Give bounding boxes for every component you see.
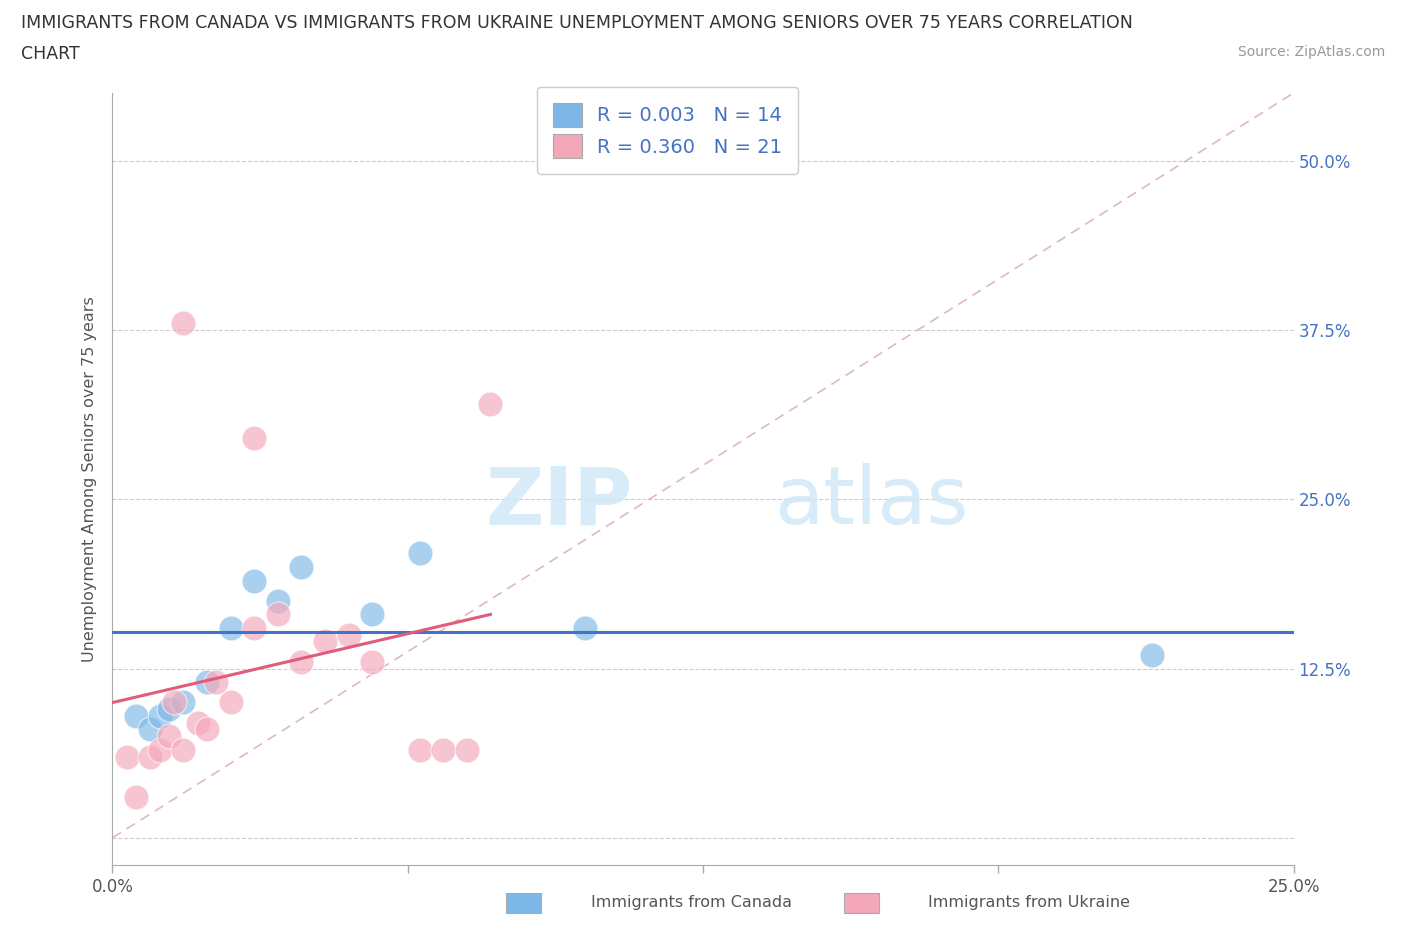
Point — [243, 620, 266, 635]
Point — [186, 715, 208, 730]
Point — [125, 790, 148, 804]
Point — [290, 560, 312, 575]
Point — [243, 431, 266, 445]
Point — [456, 742, 478, 757]
Point — [149, 742, 172, 757]
Y-axis label: Unemployment Among Seniors over 75 years: Unemployment Among Seniors over 75 years — [82, 296, 97, 662]
Point — [125, 709, 148, 724]
Point — [361, 655, 384, 670]
Point — [195, 674, 218, 689]
Legend: R = 0.003   N = 14, R = 0.360   N = 21: R = 0.003 N = 14, R = 0.360 N = 21 — [537, 87, 799, 174]
Point — [479, 397, 502, 412]
Point — [1140, 647, 1163, 662]
Point — [115, 750, 138, 764]
Text: atlas: atlas — [773, 463, 969, 541]
Point — [205, 674, 228, 689]
Point — [139, 750, 162, 764]
Point — [219, 695, 242, 710]
Point — [290, 655, 312, 670]
Text: ZIP: ZIP — [485, 463, 633, 541]
Point — [195, 722, 218, 737]
Text: IMMIGRANTS FROM CANADA VS IMMIGRANTS FROM UKRAINE UNEMPLOYMENT AMONG SENIORS OVE: IMMIGRANTS FROM CANADA VS IMMIGRANTS FRO… — [21, 14, 1133, 32]
Point — [172, 316, 194, 331]
Text: Immigrants from Canada: Immigrants from Canada — [591, 895, 792, 910]
Point — [157, 729, 180, 744]
Point — [139, 722, 162, 737]
Point — [172, 695, 194, 710]
Point — [408, 546, 430, 561]
Point — [219, 620, 242, 635]
Point — [172, 742, 194, 757]
Text: CHART: CHART — [21, 45, 80, 62]
Point — [267, 607, 290, 622]
Point — [157, 702, 180, 717]
Point — [337, 627, 360, 642]
Point — [432, 742, 454, 757]
Point — [314, 634, 336, 649]
Text: Source: ZipAtlas.com: Source: ZipAtlas.com — [1237, 45, 1385, 59]
Point — [361, 607, 384, 622]
Point — [267, 593, 290, 608]
Point — [243, 573, 266, 588]
Point — [408, 742, 430, 757]
Point — [163, 695, 186, 710]
Text: Immigrants from Ukraine: Immigrants from Ukraine — [928, 895, 1130, 910]
Point — [574, 620, 596, 635]
Point — [149, 709, 172, 724]
